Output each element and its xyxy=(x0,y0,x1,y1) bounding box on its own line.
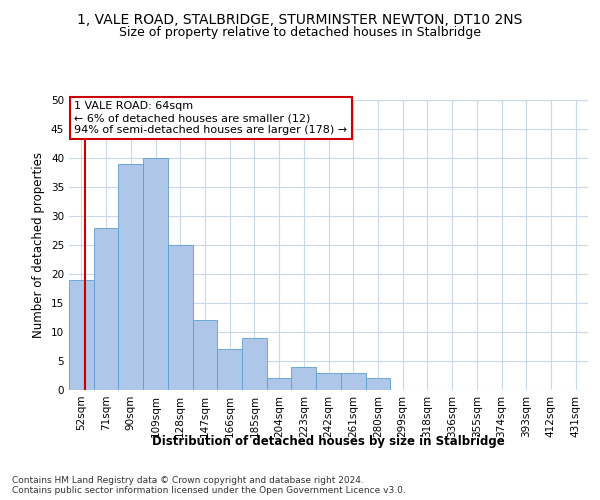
Text: 1 VALE ROAD: 64sqm
← 6% of detached houses are smaller (12)
94% of semi-detached: 1 VALE ROAD: 64sqm ← 6% of detached hous… xyxy=(74,102,347,134)
Text: 1, VALE ROAD, STALBRIDGE, STURMINSTER NEWTON, DT10 2NS: 1, VALE ROAD, STALBRIDGE, STURMINSTER NE… xyxy=(77,12,523,26)
Text: Distribution of detached houses by size in Stalbridge: Distribution of detached houses by size … xyxy=(152,435,505,448)
Bar xyxy=(316,372,341,390)
Y-axis label: Number of detached properties: Number of detached properties xyxy=(32,152,46,338)
Bar xyxy=(168,245,193,390)
Bar xyxy=(292,367,316,390)
Text: Size of property relative to detached houses in Stalbridge: Size of property relative to detached ho… xyxy=(119,26,481,39)
Bar xyxy=(193,320,217,390)
Text: Contains HM Land Registry data © Crown copyright and database right 2024.
Contai: Contains HM Land Registry data © Crown c… xyxy=(12,476,406,495)
Bar xyxy=(242,338,267,390)
Bar xyxy=(94,228,118,390)
Bar xyxy=(143,158,168,390)
Bar xyxy=(217,350,242,390)
Bar xyxy=(118,164,143,390)
Bar xyxy=(341,372,365,390)
Bar xyxy=(69,280,94,390)
Bar xyxy=(267,378,292,390)
Bar xyxy=(365,378,390,390)
